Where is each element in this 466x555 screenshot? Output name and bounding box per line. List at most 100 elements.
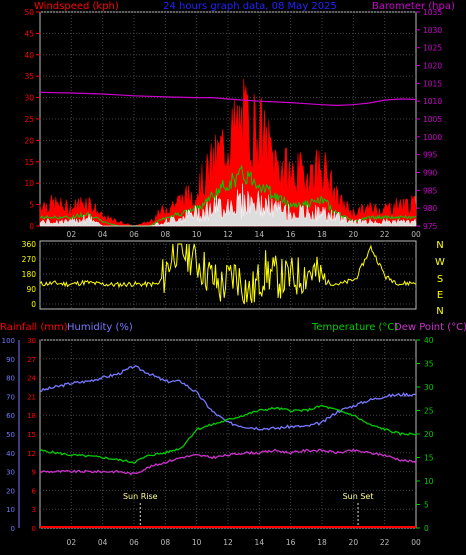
humidity-tick-label: 80: [6, 375, 15, 383]
compass-label: W: [435, 257, 445, 268]
hour-tick-label: 04: [98, 538, 108, 547]
hour-tick-label: 16: [286, 230, 296, 239]
temperature-tick-label: 20: [424, 430, 434, 439]
rainfall-tick-label: 6: [32, 487, 37, 495]
direction-tick-label: 180: [22, 270, 37, 279]
barometer-tick-label: 1030: [423, 26, 442, 35]
compass-label: N: [436, 240, 443, 251]
barometer-tick-label: 1025: [423, 44, 442, 53]
rainfall-axis-label: Rainfall (mm): [0, 322, 68, 333]
barometer-tick-label: 1020: [423, 62, 442, 71]
temperature-tick-label: 30: [424, 383, 434, 392]
barometer-axis-label: Barometer (hpa): [372, 1, 455, 12]
humidity-tick-label: 0: [11, 525, 15, 533]
barometer-tick-label: 1010: [423, 97, 442, 106]
rainfall-tick-label: 12: [27, 450, 36, 458]
hour-tick-label: 00: [411, 538, 421, 547]
hour-tick-label: 22: [380, 230, 390, 239]
humidity-tick-label: 100: [2, 337, 15, 345]
direction-tick-label: 0: [31, 300, 36, 309]
compass-label: E: [437, 290, 443, 301]
wind-area: [39, 183, 417, 227]
windspeed-tick-label: 0: [29, 222, 34, 231]
windspeed-tick-label: 40: [24, 51, 34, 60]
event-label: Sun Set: [343, 492, 374, 501]
humidity-tick-label: 90: [6, 356, 15, 364]
dewpoint-line: [39, 448, 417, 476]
direction-tick-label: 360: [22, 240, 37, 249]
windspeed-tick-label: 10: [24, 179, 34, 188]
windspeed-tick-label: 45: [24, 29, 34, 38]
hour-tick-label: 00: [411, 230, 421, 239]
windspeed-tick-label: 15: [24, 158, 34, 167]
temperature-tick-label: 5: [424, 501, 429, 510]
average-wind-line: [39, 164, 417, 227]
temperature-axis-label: Temperature (°C): [311, 322, 398, 333]
rainfall-tick-label: 21: [27, 393, 36, 401]
rainfall-tick-label: 24: [27, 375, 36, 383]
humidity-tick-label: 60: [6, 412, 15, 420]
barometer-tick-label: 1015: [423, 79, 442, 88]
humidity-tick-label: 40: [6, 450, 15, 458]
hour-tick-label: 06: [129, 230, 139, 239]
direction-tick-label: 90: [26, 285, 36, 294]
rainfall-tick-label: 27: [27, 356, 36, 364]
chart-title: 24 hours graph data, 08 May 2025: [163, 1, 337, 12]
wind-direction-line: [39, 243, 417, 305]
windspeed-tick-label: 20: [24, 136, 34, 145]
barometer-tick-label: 995: [423, 151, 438, 160]
hour-tick-label: 12: [223, 538, 233, 547]
temperature-tick-label: 15: [424, 454, 434, 463]
hour-tick-label: 20: [349, 538, 359, 547]
rainfall-tick-label: 15: [27, 431, 36, 439]
compass-label: N: [436, 306, 443, 317]
humidity-tick-label: 70: [6, 393, 15, 401]
humidity-line: [39, 365, 417, 431]
hour-tick-label: 20: [349, 230, 359, 239]
hour-tick-label: 16: [286, 538, 296, 547]
barometer-tick-label: 1005: [423, 115, 442, 124]
gust-area: [39, 78, 417, 227]
hour-tick-label: 18: [317, 230, 327, 239]
windspeed-tick-label: 5: [29, 201, 34, 210]
windspeed-axis-label: Windspeed (kph): [34, 1, 119, 12]
hour-tick-label: 18: [317, 538, 327, 547]
windspeed-tick-label: 25: [24, 115, 34, 124]
hour-tick-label: 02: [67, 230, 77, 239]
compass-label: S: [437, 274, 443, 285]
hour-tick-label: 12: [223, 230, 233, 239]
windspeed-tick-label: 30: [24, 94, 34, 103]
hour-tick-label: 06: [129, 538, 139, 547]
hour-tick-label: 04: [98, 230, 108, 239]
rainfall-tick-label: 18: [27, 412, 36, 420]
barometer-tick-label: 990: [423, 169, 438, 178]
barometer-tick-label: 975: [423, 222, 438, 231]
barometer-tick-label: 1000: [423, 133, 442, 142]
direction-tick-label: 270: [22, 255, 37, 264]
hour-tick-label: 08: [161, 230, 171, 239]
barometer-tick-label: 980: [423, 204, 438, 213]
temperature-tick-label: 35: [424, 360, 434, 369]
event-label: Sun Rise: [123, 492, 158, 501]
barometer-tick-label: 985: [423, 186, 438, 195]
rainfall-tick-label: 0: [32, 525, 36, 533]
humidity-axis-label: Humidity (%): [67, 322, 133, 333]
temperature-tick-label: 25: [424, 407, 434, 416]
barometer-tick-label: 1035: [423, 8, 442, 17]
hour-tick-label: 08: [161, 538, 171, 547]
temperature-tick-label: 0: [424, 524, 429, 533]
temperature-line: [39, 404, 417, 464]
humidity-tick-label: 20: [6, 487, 15, 495]
dewpoint-axis-label: Dew Point (°C): [394, 322, 466, 333]
rainfall-tick-label: 30: [27, 337, 36, 345]
hour-tick-label: 14: [255, 230, 265, 239]
hour-tick-label: 10: [192, 538, 202, 547]
windspeed-tick-label: 35: [24, 72, 34, 81]
temperature-tick-label: 40: [424, 336, 434, 345]
hour-tick-label: 02: [67, 538, 77, 547]
humidity-tick-label: 30: [6, 469, 15, 477]
